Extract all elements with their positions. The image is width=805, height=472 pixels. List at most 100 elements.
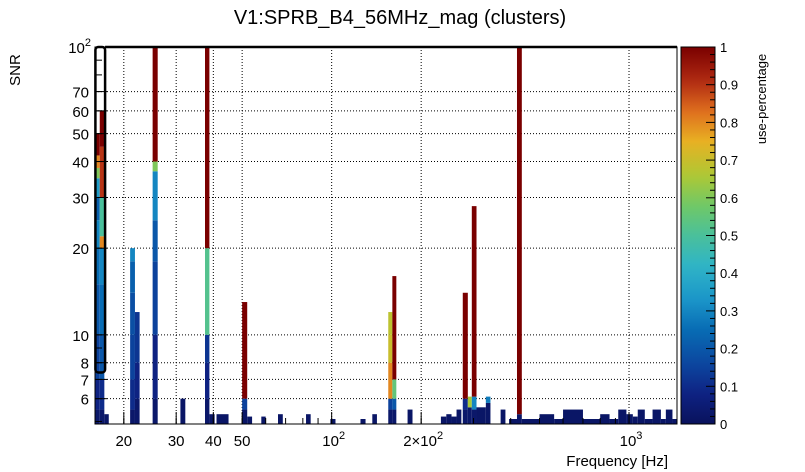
heatmap-cell [660, 419, 666, 424]
colorbar-tick-label: 0.6 [720, 191, 738, 206]
heatmap-cell [516, 414, 522, 424]
heatmap-cell [242, 398, 248, 410]
heatmap-cell [130, 261, 135, 293]
heatmap-cell [485, 402, 491, 424]
colorbar-tick-label: 0.4 [720, 266, 738, 281]
heatmap-cell [99, 146, 105, 198]
heatmap-cell [306, 414, 311, 424]
x-tick-label: 2×102 [403, 430, 443, 450]
colorbar-tick-label: 0.3 [720, 304, 738, 319]
heatmap-cell [152, 398, 158, 424]
heatmap-cell [521, 419, 540, 424]
grid-lines [95, 46, 677, 424]
heatmap-cell [242, 409, 248, 424]
heatmap-cell [372, 414, 377, 424]
y-axis-label: SNR [7, 54, 24, 86]
heatmap-cell [388, 409, 393, 424]
heatmap-cell [205, 47, 210, 249]
heatmap-cell [99, 409, 105, 424]
heatmap-cell [446, 414, 452, 424]
heatmap-cell [99, 197, 105, 237]
heatmap-cell [500, 409, 506, 424]
heatmap-cell [388, 334, 393, 363]
heatmap-cell [205, 362, 210, 399]
heatmap-cell [95, 220, 100, 249]
heatmap-cell [451, 416, 457, 424]
y-tick-label: 50 [72, 127, 89, 144]
heatmap-cell [360, 419, 366, 424]
colorbar-tick-label: 0.7 [720, 153, 738, 168]
y-tick-label: 70 [72, 85, 89, 102]
heatmap-cell [672, 419, 677, 424]
heatmap-cell [618, 409, 627, 424]
heatmap-cell [278, 414, 283, 424]
heatmap-cell [632, 416, 638, 424]
heatmap-cell [99, 248, 105, 285]
heatmap-cell [95, 284, 100, 335]
heatmap-cell [95, 248, 100, 285]
x-tick-label: 30 [168, 433, 185, 450]
heatmap-cell [539, 414, 555, 424]
heatmap-cell [563, 409, 583, 424]
heatmap-cell [130, 248, 135, 262]
y-tick-label: 6 [81, 392, 89, 409]
heatmap-cell [392, 379, 397, 399]
heatmap-cell [644, 419, 653, 424]
heatmap-cell [216, 414, 229, 424]
x-tick-label: 50 [234, 433, 251, 450]
heatmap-cell [95, 178, 100, 198]
heatmap-cell [134, 398, 140, 424]
heatmap-cell [152, 261, 158, 335]
heatmap-cell [242, 302, 248, 399]
heatmap-cell [205, 248, 210, 335]
heatmap-cell [152, 161, 158, 172]
heatmap-cell [440, 416, 447, 424]
y-tick-label: 7 [81, 372, 89, 389]
heatmap-cell [95, 197, 100, 221]
heatmap-cell [485, 396, 491, 403]
heatmap-cell [388, 398, 393, 410]
heatmap-cell [652, 409, 661, 424]
heatmap-cell [130, 292, 135, 335]
heatmap-cell [152, 171, 158, 221]
y-tick-label: 102 [68, 37, 91, 57]
heatmap-cell [462, 292, 468, 399]
heatmap-cell [462, 398, 468, 410]
y-tick-label: 40 [72, 155, 89, 172]
heatmap-cell [516, 47, 522, 415]
x-tick-label: 20 [115, 433, 132, 450]
heatmap-cell [130, 379, 135, 410]
x-tick-label: 40 [205, 433, 222, 450]
heatmap-cell [467, 396, 472, 408]
x-tick-label: 102 [322, 430, 345, 450]
heatmap-cell [609, 419, 619, 424]
heatmap-cell [95, 409, 100, 424]
highlight-region [94, 45, 677, 374]
heatmap-cell [388, 312, 393, 335]
heatmap-cell [134, 362, 140, 399]
heatmap-cell [261, 416, 266, 424]
colorbar-tick-label: 0.8 [720, 115, 738, 130]
heatmap-cell [104, 414, 109, 424]
heatmap-cell [99, 236, 105, 249]
heatmap-cell [665, 409, 673, 424]
heatmap-cell [626, 414, 633, 424]
heatmap-cell [152, 47, 158, 162]
heatmap-cell [95, 167, 100, 179]
heatmap-cell [99, 334, 105, 380]
heatmap-cell [554, 419, 564, 424]
x-axis-label: Frequency [Hz] [566, 453, 668, 470]
heatmap-cell [99, 110, 105, 147]
y-tick-label: 8 [81, 356, 89, 373]
heatmap-cell [330, 419, 336, 424]
heatmap-cell [467, 407, 472, 424]
heatmap-cell [582, 419, 601, 424]
colorbar-tick-label: 1 [720, 40, 727, 55]
heatmap-cell [388, 362, 393, 399]
heatmap-cell [471, 409, 477, 424]
heatmap-cell [130, 334, 135, 380]
heatmap-cell [95, 334, 100, 380]
colorbar-tick-label: 0.9 [720, 78, 738, 93]
chart-title: V1:SPRB_B4_56MHz_mag (clusters) [234, 7, 566, 29]
